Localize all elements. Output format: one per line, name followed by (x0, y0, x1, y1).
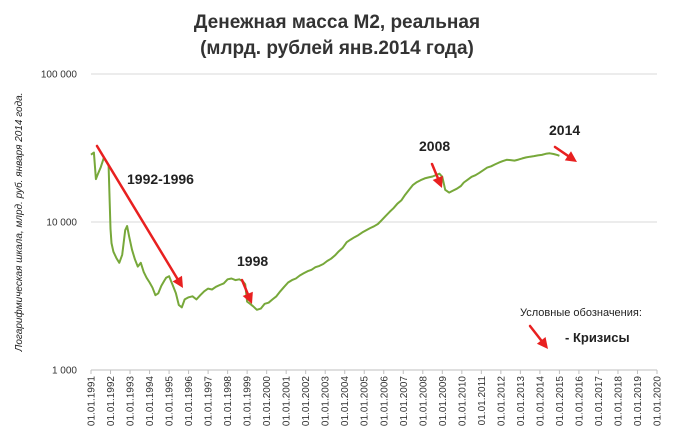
x-tick-label: 01.01.2006 (379, 376, 390, 426)
x-tick-label: 01.01.2012 (496, 376, 507, 426)
x-tick-label: 01.01.1993 (126, 376, 137, 426)
y-tick-label: 10 000 (46, 218, 77, 229)
x-tick-label: 01.01.2014 (535, 376, 546, 426)
annotation-2008: 2008 (419, 138, 450, 154)
x-tick-label: 01.01.2013 (516, 376, 527, 426)
x-tick-label: 01.01.2002 (301, 376, 312, 426)
x-tick-label: 01.01.1992 (106, 376, 117, 426)
x-tick-label: 01.01.2007 (399, 376, 410, 426)
chart-title-line1: Денежная масса М2, реальная (194, 12, 480, 33)
x-tick-label: 01.01.1994 (145, 376, 156, 426)
x-tick-label: 01.01.2019 (633, 376, 644, 426)
x-tick-label: 01.01.1997 (204, 376, 215, 426)
legend-title: Условные обозначения: (520, 307, 642, 319)
legend-item-crises: - Кризисы (565, 330, 630, 345)
annotation-2014: 2014 (549, 122, 580, 138)
y-tick-label: 100 000 (41, 70, 78, 81)
x-tick-label: 01.01.1998 (223, 376, 234, 426)
x-tick-label: 01.01.1991 (87, 376, 98, 426)
x-tick-label: 01.01.2008 (418, 376, 429, 426)
series-group (90, 151, 560, 311)
crisis-arrow-2008 (430, 162, 443, 188)
x-tick-label: 01.01.2005 (360, 376, 371, 426)
crisis-arrows (95, 144, 577, 349)
x-tick-label: 01.01.1999 (243, 376, 254, 426)
x-tick-label: 01.01.1995 (165, 376, 176, 426)
x-tick-label: 01.01.2004 (340, 376, 351, 426)
legend-arrow (528, 324, 548, 349)
annotation-1998: 1998 (237, 253, 268, 269)
x-tick-label: 01.01.2020 (653, 376, 664, 426)
x-tick-label: 01.01.2000 (262, 376, 273, 426)
x-tick-label: 01.01.2015 (555, 376, 566, 426)
x-tick-label: 01.01.2016 (574, 376, 585, 426)
x-tick-label: 01.01.2011 (477, 376, 488, 426)
crisis-arrow-1998 (240, 278, 253, 304)
x-tick-label: 01.01.2017 (594, 376, 605, 426)
x-tick-label: 01.01.2010 (457, 376, 468, 426)
x-tick-label: 01.01.2001 (282, 376, 293, 426)
gridlines (91, 73, 657, 371)
x-tick-label: 01.01.2009 (438, 376, 449, 426)
annotation-1992-1996: 1992-1996 (127, 171, 194, 187)
series-line (90, 151, 560, 311)
y-tick-labels: 1 000 10 000 100 000 (41, 70, 78, 377)
y-axis-label: Логарифмическая шкала, млрд. руб. января… (13, 93, 25, 353)
x-tick-label: 01.01.1996 (184, 376, 195, 426)
crisis-arrow-2014 (553, 145, 577, 162)
chart-title-line2: (млрд. рублей янв.2014 года) (200, 38, 474, 59)
x-tick-label: 01.01.2018 (613, 376, 624, 426)
x-tick-label: 01.01.2003 (321, 376, 332, 426)
crisis-arrow-1992-1996 (95, 144, 183, 288)
y-tick-label: 1 000 (52, 366, 77, 377)
x-axis: 01.01.1991 01.01.1992 01.01.1993 01.01.1994… (87, 369, 664, 426)
